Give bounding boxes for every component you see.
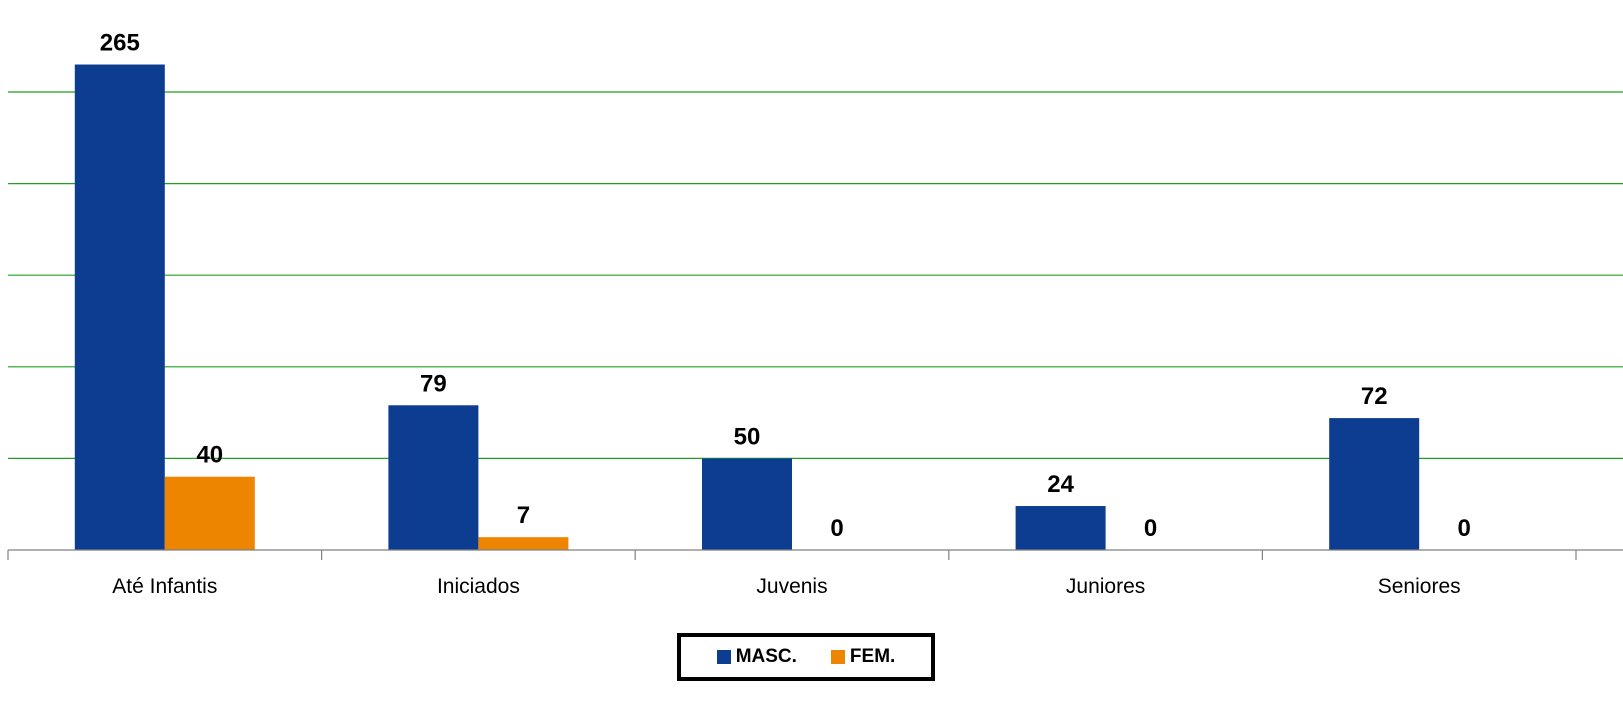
legend-item-fem: FEM. (830, 646, 896, 668)
data-label: 50 (734, 423, 761, 450)
bar-masc-2 (702, 458, 792, 550)
bar-masc-3 (1015, 506, 1106, 550)
data-label: 72 (1361, 383, 1388, 410)
data-label: 24 (1047, 471, 1074, 498)
data-label: 79 (420, 370, 447, 397)
legend-label-masc: MASC. (735, 646, 797, 667)
data-labels: 265 40 79 7 50 0 24 0 72 0 (100, 30, 1471, 542)
legend-item-masc: MASC. (716, 646, 797, 668)
bar-fem-0 (164, 476, 255, 550)
bar-masc-0 (74, 64, 165, 551)
bars (74, 64, 1420, 551)
data-label: 265 (100, 30, 140, 57)
x-tick-label: Até Infantis (112, 575, 217, 598)
legend-swatch-masc (716, 650, 731, 664)
x-tick-label: Iniciados (437, 575, 520, 598)
data-label: 0 (1144, 515, 1157, 542)
legend-swatch-fem (830, 650, 845, 664)
bar-masc-4 (1329, 418, 1420, 550)
x-tick-label: Juvenis (756, 575, 827, 598)
bar-fem-1 (478, 537, 569, 550)
legend-label-fem: FEM. (849, 646, 896, 667)
data-label: 40 (196, 442, 223, 469)
data-label: 0 (1458, 515, 1471, 542)
x-tick-label: Seniores (1378, 575, 1461, 598)
legend: MASC. FEM. (677, 633, 935, 681)
x-tick-label: Juniores (1066, 575, 1145, 598)
x-axis: Até Infantis Iniciados Juvenis Juniores Seni… (7, 549, 1623, 598)
data-label: 7 (517, 502, 530, 529)
data-label: 0 (830, 515, 843, 542)
bar-masc-1 (388, 405, 479, 550)
